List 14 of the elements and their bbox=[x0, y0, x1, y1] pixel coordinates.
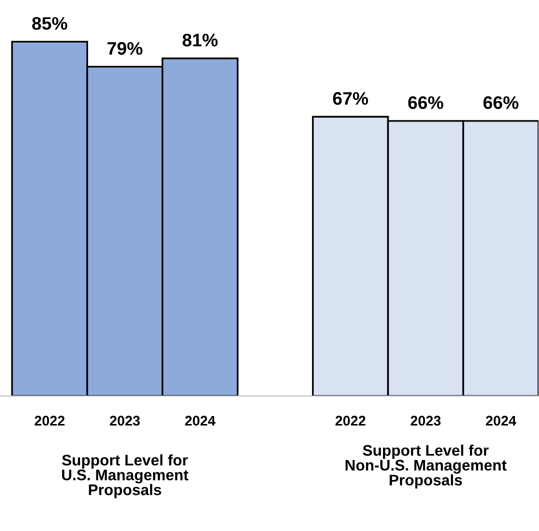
data-label: 66% bbox=[483, 96, 518, 110]
x-tick-label: 2023 bbox=[410, 416, 441, 426]
data-label: 81% bbox=[182, 34, 218, 46]
x-tick-label: 2024 bbox=[486, 416, 516, 426]
x-tick-label: 2022 bbox=[335, 416, 366, 426]
text: Support Level for Non-U.S. Management Proposals bbox=[346, 444, 507, 489]
data-label: 85% bbox=[32, 17, 68, 30]
x-tick-label: 2022 bbox=[34, 416, 65, 426]
data-label: 67% bbox=[333, 92, 368, 105]
x-tick-label: 2024 bbox=[185, 416, 216, 426]
data-label: 79% bbox=[108, 42, 142, 55]
text: Support Level for U.S. Management Proposals bbox=[62, 454, 188, 498]
x-tick-label: 2023 bbox=[110, 416, 140, 426]
data-label: 66% bbox=[408, 96, 444, 110]
